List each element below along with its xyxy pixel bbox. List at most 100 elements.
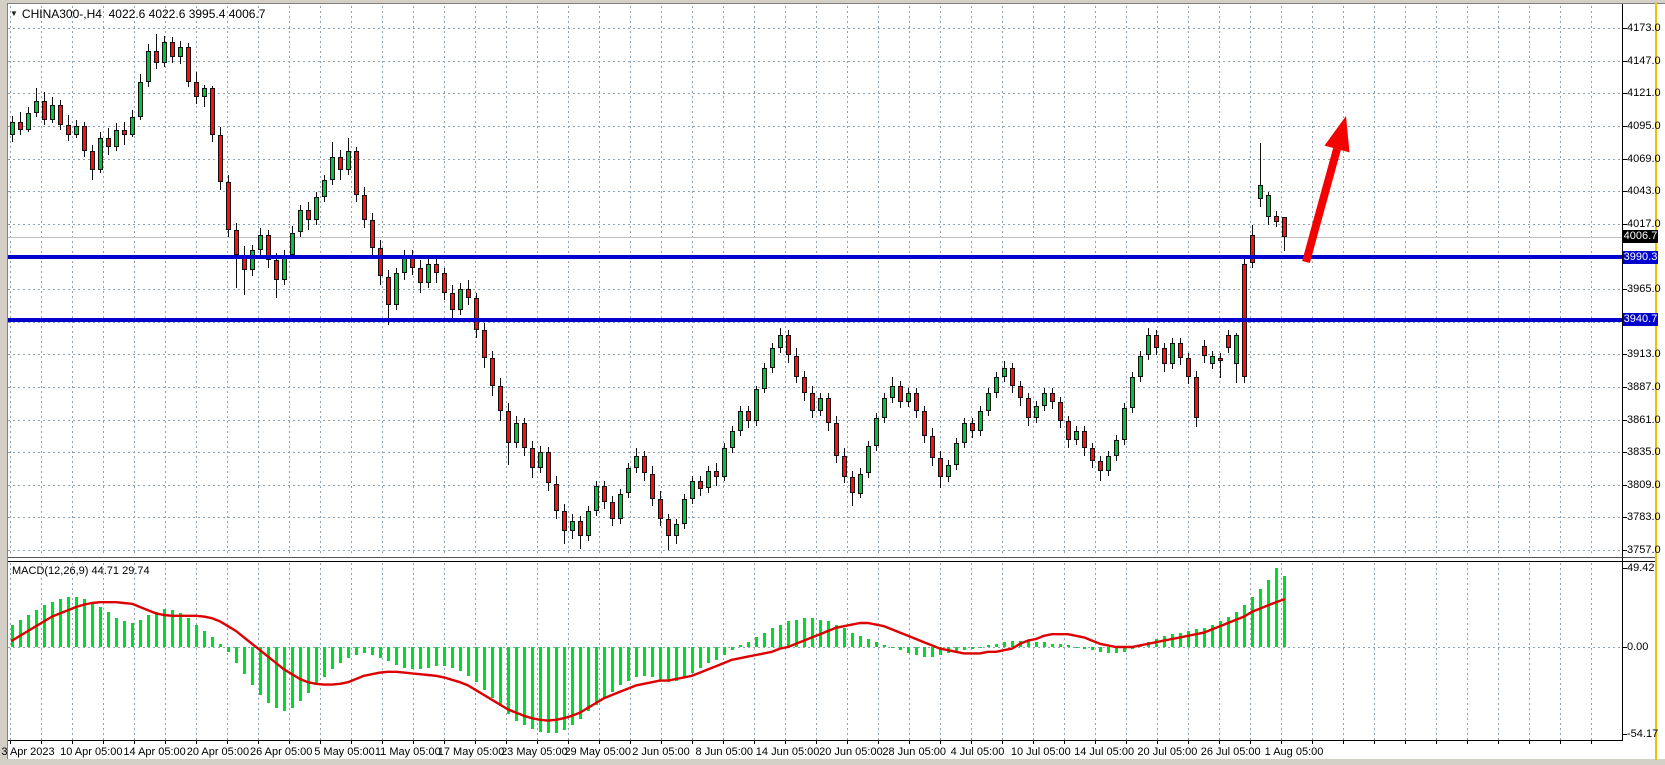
time-axis-tick bbox=[1250, 741, 1251, 744]
bear-candle bbox=[530, 448, 535, 469]
symbol-timeframe-label: CHINA300-,H4 bbox=[21, 7, 102, 21]
bear-candle bbox=[378, 247, 383, 277]
time-axis-tick bbox=[72, 741, 73, 744]
macd-histogram-bar bbox=[1091, 647, 1094, 651]
bear-candle bbox=[1178, 343, 1183, 359]
macd-histogram-bar bbox=[1187, 631, 1190, 647]
bull-candle bbox=[1146, 335, 1151, 356]
macd-histogram-bar bbox=[635, 647, 638, 678]
macd-histogram-bar bbox=[371, 647, 374, 655]
price-axis-tick bbox=[1623, 125, 1627, 127]
macd-histogram-bar bbox=[819, 619, 822, 647]
vertical-gridline bbox=[1281, 563, 1282, 740]
pane-separator-top[interactable] bbox=[8, 557, 1657, 558]
macd-histogram-bar bbox=[827, 621, 830, 647]
macd-histogram-bar bbox=[1259, 589, 1262, 647]
bull-candle bbox=[146, 50, 151, 82]
vertical-gridline bbox=[785, 6, 786, 556]
bear-candle bbox=[1098, 460, 1103, 471]
time-axis-label: 23 May 05:00 bbox=[501, 746, 568, 758]
price-axis[interactable] bbox=[1623, 4, 1665, 740]
macd-histogram-bar bbox=[131, 623, 134, 647]
vertical-gridline bbox=[1436, 6, 1437, 556]
price-axis-label: 4069.0 bbox=[1627, 152, 1661, 165]
macd-histogram-bar bbox=[915, 647, 918, 655]
vertical-gridline bbox=[227, 6, 228, 556]
time-axis-tick bbox=[1188, 741, 1189, 744]
macd-histogram-bar bbox=[139, 619, 142, 647]
symbol-dropdown-icon[interactable]: ▼ bbox=[10, 9, 18, 18]
macd-histogram-bar bbox=[355, 647, 358, 655]
macd-histogram-bar bbox=[243, 647, 246, 675]
vertical-gridline bbox=[754, 563, 755, 740]
vertical-gridline bbox=[351, 6, 352, 556]
vertical-gridline bbox=[1467, 6, 1468, 556]
price-axis-tick bbox=[1623, 452, 1627, 454]
macd-histogram-bar bbox=[1155, 639, 1158, 647]
vertical-gridline bbox=[1188, 6, 1189, 556]
macd-histogram-bar bbox=[459, 647, 462, 671]
macd-signal-value: 29.74 bbox=[122, 565, 150, 577]
time-axis-tick bbox=[1436, 741, 1437, 744]
macd-histogram-bar bbox=[283, 647, 286, 711]
macd-histogram-bar bbox=[499, 647, 502, 707]
macd-histogram-bar bbox=[387, 647, 390, 662]
macd-histogram-bar bbox=[739, 645, 742, 647]
horizontal-support-line[interactable] bbox=[8, 317, 1622, 322]
macd-histogram-bar bbox=[627, 647, 630, 681]
price-axis-label: 3861.0 bbox=[1627, 413, 1661, 426]
price-axis-label: 3783.0 bbox=[1627, 511, 1661, 524]
price-axis-label: 3809.0 bbox=[1627, 478, 1661, 491]
macd-histogram-bar bbox=[539, 647, 542, 732]
bear-candle bbox=[850, 477, 855, 494]
time-axis-tick bbox=[1374, 741, 1375, 744]
macd-histogram-bar bbox=[1275, 567, 1278, 647]
macd-histogram-bar bbox=[731, 647, 734, 651]
macd-histogram-bar bbox=[491, 647, 494, 699]
bull-candle bbox=[50, 104, 55, 120]
bear-candle bbox=[938, 458, 943, 478]
main-chart-pane[interactable] bbox=[8, 4, 1622, 556]
bear-candle bbox=[1026, 398, 1031, 419]
macd-histogram-bar bbox=[675, 647, 678, 681]
bull-candle bbox=[618, 493, 623, 519]
chart-title: ▼ CHINA300-,H4 4022.6 4022.6 3995.4 4006.… bbox=[10, 7, 265, 21]
price-axis-label: 3965.0 bbox=[1627, 283, 1661, 295]
macd-histogram-bar bbox=[1147, 642, 1150, 647]
macd-histogram-bar bbox=[659, 647, 662, 681]
macd-histogram-bar bbox=[835, 624, 838, 647]
macd-histogram-bar bbox=[779, 624, 782, 647]
vertical-gridline bbox=[537, 6, 538, 556]
macd-histogram-bar bbox=[483, 647, 486, 691]
bear-candle bbox=[466, 289, 471, 298]
macd-name-label: MACD(12,26,9) bbox=[12, 565, 89, 577]
vertical-gridline bbox=[816, 563, 817, 740]
vertical-gridline bbox=[1095, 6, 1096, 556]
vertical-gridline bbox=[785, 563, 786, 740]
macd-histogram-bar bbox=[1027, 640, 1030, 647]
macd-histogram-bar bbox=[1227, 616, 1230, 647]
vertical-gridline bbox=[10, 563, 11, 740]
horizontal-support-line[interactable] bbox=[8, 255, 1622, 260]
vertical-gridline bbox=[1374, 6, 1375, 556]
time-axis-tick bbox=[289, 741, 290, 744]
macd-histogram-bar bbox=[11, 624, 14, 647]
bear-candle bbox=[450, 292, 455, 311]
vertical-gridline bbox=[1560, 6, 1561, 556]
macd-histogram-bar bbox=[171, 610, 174, 647]
macd-histogram-bar bbox=[179, 613, 182, 647]
macd-histogram-bar bbox=[971, 647, 974, 649]
price-axis-tick bbox=[1623, 223, 1627, 225]
bull-candle bbox=[514, 423, 519, 444]
bear-candle bbox=[306, 209, 311, 220]
macd-histogram-bar bbox=[563, 647, 566, 731]
macd-histogram-bar bbox=[795, 619, 798, 647]
macd-histogram-bar bbox=[395, 647, 398, 665]
bull-candle bbox=[1114, 439, 1119, 456]
macd-histogram-bar bbox=[1011, 640, 1014, 647]
time-axis-tick bbox=[909, 741, 910, 744]
macd-histogram-bar bbox=[747, 642, 750, 647]
macd-histogram-bar bbox=[251, 647, 254, 686]
time-axis-tick bbox=[103, 741, 104, 744]
time-axis-tick bbox=[1064, 741, 1065, 744]
